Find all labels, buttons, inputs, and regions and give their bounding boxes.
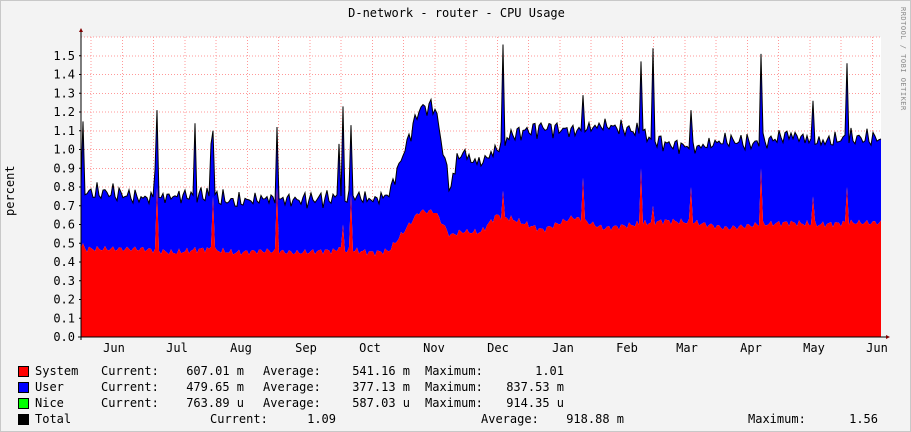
current-label: Current: [210,412,268,426]
average-value: 587.03 u [352,396,410,410]
y-tick-label: 1.4 [53,68,75,82]
average-value: 541.16 m [352,364,410,378]
y-tick-label: 0.4 [53,255,75,269]
current-value: 607.01 m [186,364,244,378]
x-tick-label: Mar [676,341,698,355]
current-label: Current: [101,396,159,410]
x-tick-label: Dec [487,341,509,355]
system-area [81,168,881,337]
x-tick-label: Sep [295,341,317,355]
y-tick-label: 0.5 [53,236,75,250]
current-value: 1.09 [307,412,336,426]
y-tick-label: 1.2 [53,105,75,119]
maximum-label: Maximum: [425,380,483,394]
y-tick-label: 1.0 [53,143,75,157]
nice-swatch [18,398,29,409]
y-tick-label: 0.7 [53,199,75,213]
cpu-usage-chart: 0.0 0.1 0.2 0.3 0.4 0.5 0.6 0.7 0.8 0.9 1.0 1.1 1.2 1… [53,28,890,355]
maximum-label: Maximum: [425,396,483,410]
x-tick-label: Jun [103,341,125,355]
average-value: 377.13 m [352,380,410,394]
x-tick-label: Aug [230,341,252,355]
x-axis-arrow [886,335,890,339]
legend-name: System [35,364,79,378]
total-swatch [18,414,29,425]
user-swatch [18,382,29,393]
y-tick-label: 0.1 [53,311,75,325]
x-tick-label: Nov [423,341,445,355]
y-tick-label: 0.6 [53,218,75,232]
chart-title: D-network - router - CPU Usage [348,6,565,20]
y-tick-label: 0.9 [53,161,75,175]
x-tick-label: Jun [866,341,888,355]
y-tick-label: 0.3 [53,274,75,288]
x-tick-label: Feb [616,341,638,355]
user-area [81,44,881,256]
legend-name: Total [35,412,72,426]
y-axis-arrow [79,28,83,32]
y-tick-label: 1.5 [53,49,75,63]
average-label: Average: [263,380,321,394]
current-label: Current: [101,380,159,394]
rrdtool-watermark: RRDTOOL / TOBI OETIKER [899,7,907,111]
average-label: Average: [481,412,539,426]
x-tick-label: May [803,341,825,355]
current-value: 763.89 u [186,396,244,410]
y-tick-label: 1.1 [53,124,75,138]
maximum-label: Maximum: [748,412,806,426]
current-value: 479.65 m [186,380,244,394]
maximum-value: 1.01 [535,364,564,378]
x-tick-label: Jan [552,341,574,355]
y-tick-label: 0.8 [53,180,75,194]
average-value: 918.88 m [566,412,624,426]
x-tick-label: Apr [740,341,762,355]
legend-name: Nice [35,396,64,410]
maximum-value: 914.35 u [506,396,564,410]
y-tick-label: 0.2 [53,293,75,307]
maximum-value: 1.56 [849,412,878,426]
x-tick-label: Oct [359,341,381,355]
y-tick-label: 0.0 [53,330,75,344]
y-tick-label: 1.3 [53,86,75,100]
maximum-value: 837.53 m [506,380,564,394]
maximum-label: Maximum: [425,364,483,378]
total-line [80,44,882,209]
legend-name: User [35,380,64,394]
system-swatch [18,366,29,377]
current-label: Current: [101,364,159,378]
average-label: Average: [263,364,321,378]
x-tick-label: Jul [166,341,188,355]
average-label: Average: [263,396,321,410]
